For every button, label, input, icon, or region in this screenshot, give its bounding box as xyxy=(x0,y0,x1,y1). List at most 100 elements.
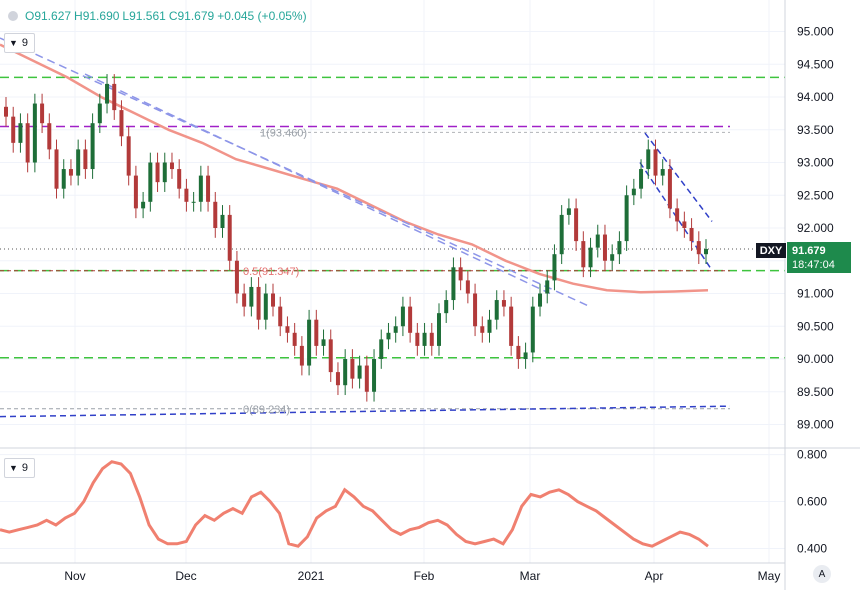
candle-body xyxy=(343,359,348,386)
y-tick-label: 90.000 xyxy=(797,352,834,366)
candle-body xyxy=(588,247,593,268)
candle-body xyxy=(68,169,73,176)
candle-body xyxy=(198,175,203,202)
oscillator-indicator-tag[interactable]: ▼ 9 xyxy=(4,458,36,478)
candle-body xyxy=(242,293,247,307)
candle-body xyxy=(32,103,37,163)
downtrend-line xyxy=(0,37,591,308)
candle-body xyxy=(400,306,405,327)
osc-tick-label: 0.600 xyxy=(797,495,827,509)
candle-body xyxy=(357,365,362,379)
candle-body xyxy=(307,319,312,366)
oscillator-pane xyxy=(0,460,709,548)
candle-body xyxy=(328,339,333,373)
candle-body xyxy=(162,162,167,183)
candle-body xyxy=(314,319,319,346)
candle-body xyxy=(54,149,59,189)
candle-body xyxy=(602,234,607,261)
candle-body xyxy=(4,106,8,117)
candle-body xyxy=(530,306,535,353)
candle-body xyxy=(667,169,672,209)
candle-body xyxy=(40,103,45,124)
candle-body xyxy=(689,228,694,242)
y-tick-label: 95.000 xyxy=(797,25,834,39)
candle-body xyxy=(350,359,355,379)
bottom-trend-line xyxy=(0,405,731,418)
candle-body xyxy=(494,300,499,320)
candle-body xyxy=(523,352,528,359)
candle-body xyxy=(227,214,232,261)
symbol-tag: DXY xyxy=(756,243,786,258)
candle-body xyxy=(206,175,211,202)
trend-lines xyxy=(0,37,731,418)
candle-body xyxy=(112,83,117,111)
candle-body xyxy=(271,293,276,307)
candle-body xyxy=(566,208,571,215)
y-tick-label: 94.000 xyxy=(797,90,834,104)
candle-body xyxy=(581,241,586,268)
candle-body xyxy=(429,332,434,346)
candle-body xyxy=(321,339,326,346)
y-tick-label: 92.000 xyxy=(797,221,834,235)
candle-body xyxy=(675,208,680,222)
candle-body xyxy=(436,313,441,346)
oscillator-indicator-label: 9 xyxy=(21,462,29,474)
x-tick-label: Mar xyxy=(520,569,541,583)
ohlc-header: O91.627 H91.690 L91.561 C91.679 +0.045 (… xyxy=(8,9,307,23)
candle-body xyxy=(141,201,146,209)
ma-indicator-tag[interactable]: ▼ 9 xyxy=(4,33,36,53)
grid xyxy=(0,0,785,563)
y-tick-label: 93.000 xyxy=(797,156,834,170)
candle-body xyxy=(545,280,550,294)
x-tick-label: Apr xyxy=(645,569,664,583)
chevron-down-icon: ▼ xyxy=(9,38,18,48)
candle-body xyxy=(97,103,102,124)
ma-line xyxy=(0,43,709,294)
candle-body xyxy=(501,300,506,307)
candle-body xyxy=(559,214,564,255)
candle-body xyxy=(646,149,651,170)
candle-body xyxy=(415,332,420,346)
candle-body xyxy=(682,221,687,228)
candle-body xyxy=(292,332,297,346)
oscillator-line xyxy=(0,460,709,548)
candle-body xyxy=(386,332,391,340)
candle-body xyxy=(299,345,304,366)
fib-labels: 1(93.460) 0.5(91.347) 0(89.234) xyxy=(243,127,307,416)
candle-body xyxy=(364,365,369,392)
candle-body xyxy=(191,201,196,203)
x-tick-label: Dec xyxy=(175,569,196,583)
candle-body xyxy=(516,345,521,359)
candle-body xyxy=(444,300,449,314)
moving-average xyxy=(0,43,709,294)
fib-label: 0.5(91.347) xyxy=(243,266,299,278)
candle-body xyxy=(249,286,254,307)
low-value: L91.561 xyxy=(122,9,166,23)
auto-scale-button[interactable]: A xyxy=(813,565,831,583)
candle-body xyxy=(610,254,615,261)
candle-body xyxy=(155,162,160,183)
candle-body xyxy=(278,306,283,327)
candle-body xyxy=(90,123,95,170)
high-value: H91.690 xyxy=(74,9,120,23)
candle-body xyxy=(61,169,66,189)
symbol-dot-icon xyxy=(8,11,18,21)
candle-body xyxy=(372,359,377,392)
candle-body xyxy=(105,83,110,104)
candle-body xyxy=(458,267,463,281)
y-tick-label: 93.500 xyxy=(797,123,834,137)
candle-body xyxy=(595,234,600,248)
candle-body xyxy=(509,306,514,346)
candles xyxy=(4,74,708,402)
candle-body xyxy=(126,136,131,176)
x-tick-label: Nov xyxy=(64,569,85,583)
open-value: O91.627 xyxy=(25,9,72,23)
y-tick-label: 92.500 xyxy=(797,188,834,202)
candle-body xyxy=(552,254,557,281)
candle-body xyxy=(83,149,88,170)
candle-body xyxy=(263,293,268,320)
candle-body xyxy=(624,195,629,242)
candle-body xyxy=(177,169,182,189)
candle-body xyxy=(47,123,52,150)
